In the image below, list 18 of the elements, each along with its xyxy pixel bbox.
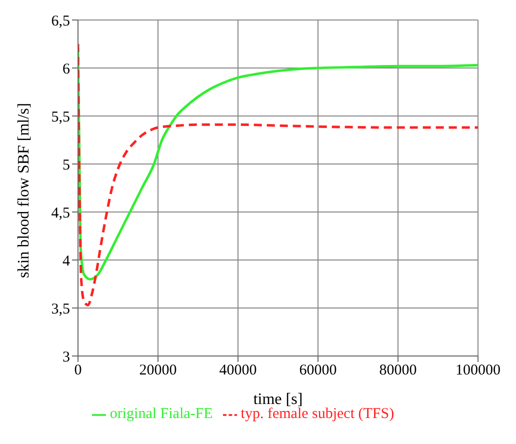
x-tick-label: 40000 [219,362,257,379]
y-tick-label: 4,5 [51,205,70,222]
y-tick-label: 4 [62,253,70,270]
x-tick-label: 100000 [456,362,500,379]
x-tick-label: 20000 [139,362,177,379]
y-tick-label: 6,5 [51,13,70,30]
y-tick-label: 3,5 [51,301,70,318]
y-tick-label: 5 [62,157,70,174]
x-tick-label: 0 [74,362,82,379]
y-axis-title: skin blood flow SBF [ml/s] [16,102,33,278]
legend-label: original Fiala-FE [110,406,213,422]
x-axis-title: time [s] [253,391,303,408]
y-tick-label: 6 [62,61,70,78]
y-tick-label: 3 [62,349,70,366]
y-tick-label: 5,5 [51,109,70,126]
legend-label: typ. female subject (TFS) [240,406,394,422]
x-tick-label: 80000 [379,362,417,379]
x-tick-label: 60000 [299,362,337,379]
